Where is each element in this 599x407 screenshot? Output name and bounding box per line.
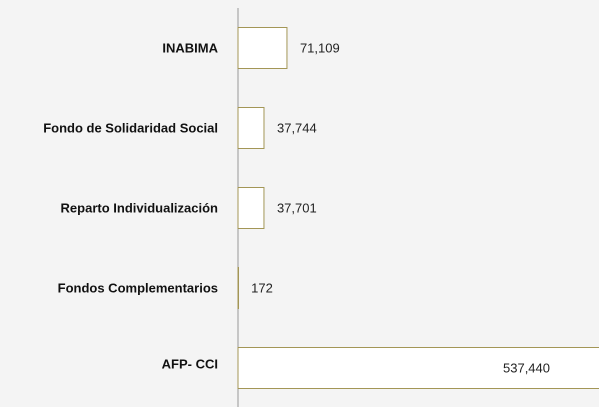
- bar: [237, 107, 265, 149]
- category-label: AFP- CCI: [161, 356, 218, 372]
- value-label: 172: [251, 280, 273, 295]
- value-label: 71,109: [300, 40, 340, 55]
- category-label: Fondos Complementarios: [57, 280, 218, 296]
- value-label: 37,744: [277, 120, 317, 135]
- category-label: Reparto Individualización: [60, 200, 218, 216]
- value-label: 537,440: [503, 360, 550, 375]
- category-label: INABIMA: [162, 40, 218, 56]
- bar: [237, 27, 288, 69]
- bar: [237, 187, 265, 229]
- bar: [237, 347, 599, 389]
- category-label: Fondo de Solidaridad Social: [43, 120, 218, 136]
- bar: [237, 267, 239, 309]
- value-label: 37,701: [277, 200, 317, 215]
